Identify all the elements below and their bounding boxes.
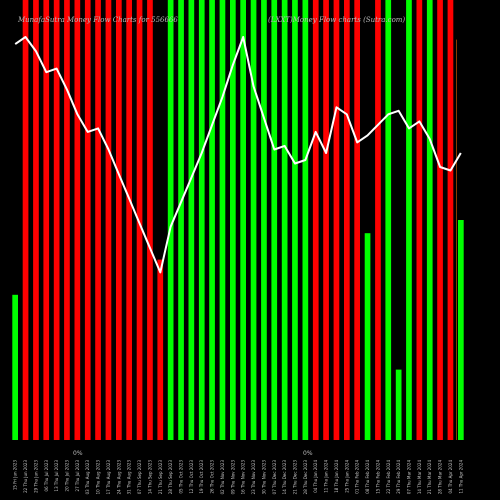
x-tick-label: 26 Thu Oct 2023: [210, 460, 215, 494]
flow-bar: [344, 0, 350, 440]
flow-bar: [178, 0, 184, 440]
flow-bar: [375, 0, 381, 440]
flow-bar: [447, 0, 454, 440]
x-tick-label: 18 Thu Jan 2024: [334, 460, 339, 493]
x-tick-label: 28 Thu Mar 2024: [438, 460, 443, 495]
x-tick-label: 02 Thu Nov 2023: [220, 460, 225, 495]
chart-title: MunafaSutra Money Flow Charts for 556666: [17, 16, 178, 24]
flow-bar: [385, 0, 392, 440]
flow-bar: [281, 0, 288, 440]
flow-bar: [437, 0, 443, 440]
x-tick-label: 19 Thu Oct 2023: [199, 460, 204, 494]
flow-bar: [147, 0, 153, 440]
price-line-layer: [14, 36, 462, 274]
flow-bar: [250, 0, 257, 440]
x-tick-label: 16 Thu Nov 2023: [241, 460, 246, 495]
x-tick-label: 30 Thu Nov 2023: [261, 460, 266, 495]
flow-bar: [312, 0, 319, 440]
x-tick-label: 09 Thu Nov 2023: [230, 460, 235, 495]
x-tick-label: 28 Thu Sep 2023: [168, 460, 173, 495]
x-tick-label: 20 Thu Jul 2023: [65, 460, 70, 492]
x-tick-label: 24 Thu Aug 2023: [116, 460, 121, 495]
flow-bar: [219, 0, 226, 440]
x-tick-label: 25 Thu Jan 2024: [344, 460, 349, 493]
flow-bar: [12, 294, 18, 440]
flow-bar: [426, 0, 433, 440]
bottom-label-right: 0%: [303, 450, 313, 457]
x-tick-label: 27 Thu Jul 2023: [75, 460, 80, 492]
x-tick-label: 23 Thu Nov 2023: [251, 460, 256, 495]
flow-bar: [116, 0, 122, 440]
flow-bar: [406, 0, 412, 440]
x-tick-label: 07 Thu Mar 2024: [407, 460, 412, 495]
flow-bar: [271, 0, 278, 440]
x-tick-label: 04 Thu Jan 2024: [313, 460, 318, 493]
flow-bar: [95, 0, 101, 440]
flow-bar: [136, 0, 143, 440]
x-tick-label: 14 Thu Mar 2024: [417, 460, 422, 495]
x-tick-label: 21 Thu Sep 2023: [158, 460, 163, 495]
x-tick-label: 03 Thu Aug 2023: [85, 460, 90, 495]
flow-bar: [33, 0, 39, 440]
x-tick-label: 15 Fri Jun 2023: [13, 460, 18, 491]
x-tick-label: 31 Thu Aug 2023: [127, 460, 132, 495]
flow-bar: [292, 0, 298, 440]
x-tick-label: 28 Thu Dec 2023: [303, 460, 308, 495]
flow-bar: [53, 0, 60, 440]
x-tick-label: 05 Thu Oct 2023: [179, 460, 184, 494]
x-tick-label: 15 Thu Feb 2024: [375, 460, 380, 494]
x-tick-label: 21 Thu Dec 2023: [293, 460, 298, 495]
flow-bar: [167, 0, 174, 440]
flow-bar: [395, 369, 402, 440]
x-tick-label: 12 Thu Oct 2023: [189, 460, 194, 494]
chart-subtitle: (LXXT)Money Flow charts (Sutra.com): [268, 16, 405, 24]
x-tick-label: 21 Thu Mar 2024: [427, 460, 432, 495]
x-tick-label: 07 Thu Sep 2023: [137, 460, 142, 495]
flow-bar: [188, 0, 195, 440]
x-tick-label: 10 Thu Aug 2023: [96, 460, 101, 495]
bottom-label-left: 0%: [73, 450, 83, 457]
bars-layer: [12, 0, 464, 440]
x-tick-label: 06 Thu Jul 2023: [44, 460, 49, 492]
flow-bar: [364, 233, 371, 440]
flow-bar: [323, 0, 329, 440]
x-tick-label: 07 Thu Dec 2023: [272, 460, 277, 495]
x-tick-label: 01 Thu Feb 2024: [355, 460, 360, 494]
x-tick-label: 29 Thu Jun 2023: [33, 460, 38, 493]
dark-flow-bar: [456, 39, 457, 440]
x-tick-label: 11 Thu Jan 2024: [324, 460, 329, 493]
flow-bar: [198, 0, 205, 440]
x-tick-labels: 15 Fri Jun 2023 22 Thu Jun 2023 29 Thu Jun…: [13, 460, 464, 495]
flow-bar: [43, 0, 50, 440]
x-tick-label: 22 Thu Jun 2023: [23, 460, 28, 493]
flow-bar: [209, 0, 215, 440]
x-tick-label: 11 Thu Apr 2024: [458, 460, 463, 494]
flow-bar: [333, 0, 340, 440]
x-tick-label: 29 Thu Feb 2024: [396, 460, 401, 494]
price-line: [14, 36, 462, 274]
flow-bar: [240, 0, 246, 440]
flow-bar: [105, 0, 112, 440]
flow-bar: [354, 0, 360, 440]
x-tick-label: 04 Thu Apr 2024: [448, 460, 453, 494]
flow-bar: [157, 259, 164, 440]
x-tick-label: 14 Thu Dec 2023: [282, 460, 287, 495]
x-tick-label: 22 Thu Feb 2024: [386, 460, 391, 494]
flow-bar: [74, 0, 81, 440]
flow-bar: [84, 0, 91, 440]
x-tick-label: 14 Thu Sep 2023: [147, 460, 152, 495]
flow-bar: [22, 0, 29, 440]
flow-bar: [261, 0, 267, 440]
x-tick-label: 08 Thu Feb 2024: [365, 460, 370, 494]
x-tick-label: 17 Thu Aug 2023: [106, 460, 111, 495]
flow-bar: [458, 220, 464, 440]
flow-bar: [302, 0, 309, 440]
x-tick-label: 13 Thu Jul 2023: [54, 460, 59, 492]
flow-bar: [64, 0, 70, 440]
flow-bar: [126, 0, 132, 440]
flow-bar: [416, 0, 423, 440]
flow-bar: [230, 0, 236, 440]
